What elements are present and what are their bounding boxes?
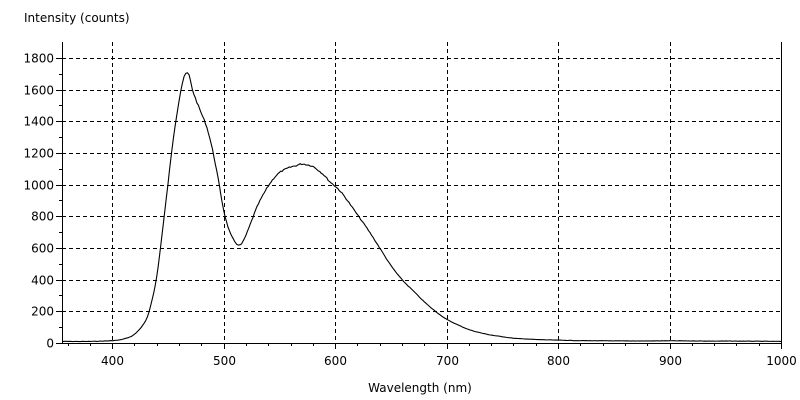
- x-tick-label: 600: [324, 354, 347, 368]
- y-tick-label: 600: [31, 242, 54, 256]
- series-line-0: [61, 72, 782, 343]
- y-tick-label: 1600: [23, 84, 54, 98]
- y-tick-label: 400: [31, 274, 54, 288]
- y-tick-label: 1200: [23, 147, 54, 161]
- y-tick-label: 1000: [23, 179, 54, 193]
- x-tick-label: 400: [101, 354, 124, 368]
- x-tick-label: 700: [436, 354, 459, 368]
- y-axis-title: Intensity (counts): [24, 11, 130, 25]
- x-axis-title: Wavelength (nm): [368, 381, 472, 395]
- y-tick-label: 1400: [23, 115, 54, 129]
- plot-frame: [62, 42, 782, 344]
- y-axis: 0 200 400 600 800 1000 1200 1400 1600 1800: [23, 52, 62, 351]
- grid: [62, 42, 781, 343]
- x-axis: 400 500 600 700 800 900 1000: [68, 343, 797, 368]
- x-tick-label: 800: [547, 354, 570, 368]
- series-group: [61, 72, 782, 343]
- x-tick-label: 900: [659, 354, 682, 368]
- x-tick-label: 1000: [766, 354, 797, 368]
- y-tick-label: 0: [46, 337, 54, 351]
- y-tick-label: 1800: [23, 52, 54, 66]
- y-tick-label: 200: [31, 305, 54, 319]
- x-tick-label: 500: [213, 354, 236, 368]
- y-tick-label: 800: [31, 210, 54, 224]
